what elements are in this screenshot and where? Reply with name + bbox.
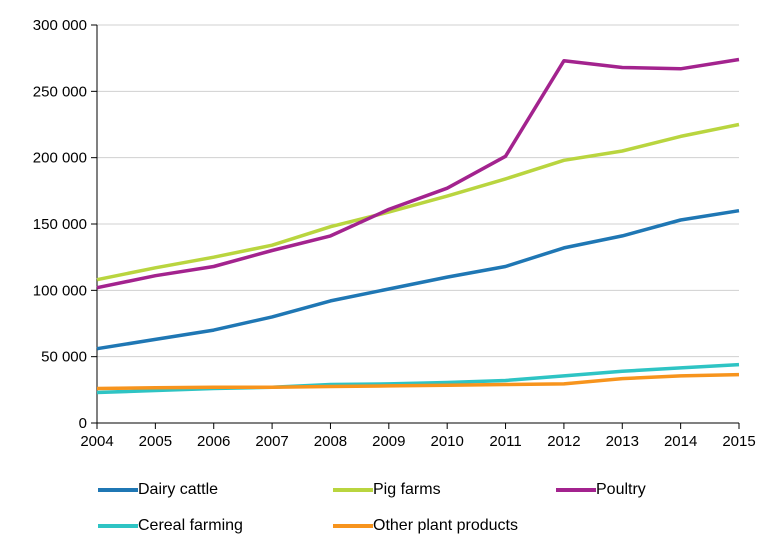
- x-tick-label: 2006: [197, 433, 230, 450]
- y-tick-label: 100 000: [33, 282, 87, 299]
- x-tick-label: 2015: [722, 433, 755, 450]
- x-axis-ticks: 2004 2005 2006 2007 2008 2009 2010 2011 2012 2013…: [80, 423, 756, 450]
- series-line-pig-farms: [96, 122, 740, 282]
- x-tick-label: 2004: [80, 433, 113, 450]
- y-tick-label: 300 000: [33, 17, 87, 34]
- y-axis-ticks: 0 50 000 100 000 150 000 200 000 250 000 300 0…: [33, 17, 97, 432]
- x-tick-label: 2009: [372, 433, 405, 450]
- gridlines: [97, 24, 739, 358]
- series-lines: [96, 57, 740, 395]
- x-tick-label: 2010: [430, 433, 463, 450]
- x-tick-label: 2007: [255, 433, 288, 450]
- x-tick-label: 2011: [489, 433, 521, 450]
- y-tick-label: 150 000: [33, 216, 87, 233]
- x-tick-label: 2005: [139, 433, 172, 450]
- x-tick-label: 2014: [664, 433, 697, 450]
- series-line-other-plant-products: [96, 372, 740, 391]
- y-tick-label: 50 000: [41, 349, 87, 366]
- x-tick-label: 2012: [547, 433, 580, 450]
- series-line-poultry: [96, 57, 740, 290]
- x-tick-label: 2013: [606, 433, 639, 450]
- series-line-dairy-cattle: [96, 208, 740, 351]
- y-tick-label: 200 000: [33, 150, 87, 167]
- x-tick-label: 2008: [314, 433, 347, 450]
- y-tick-label: 250 000: [33, 83, 87, 100]
- y-tick-label: 0: [79, 415, 87, 432]
